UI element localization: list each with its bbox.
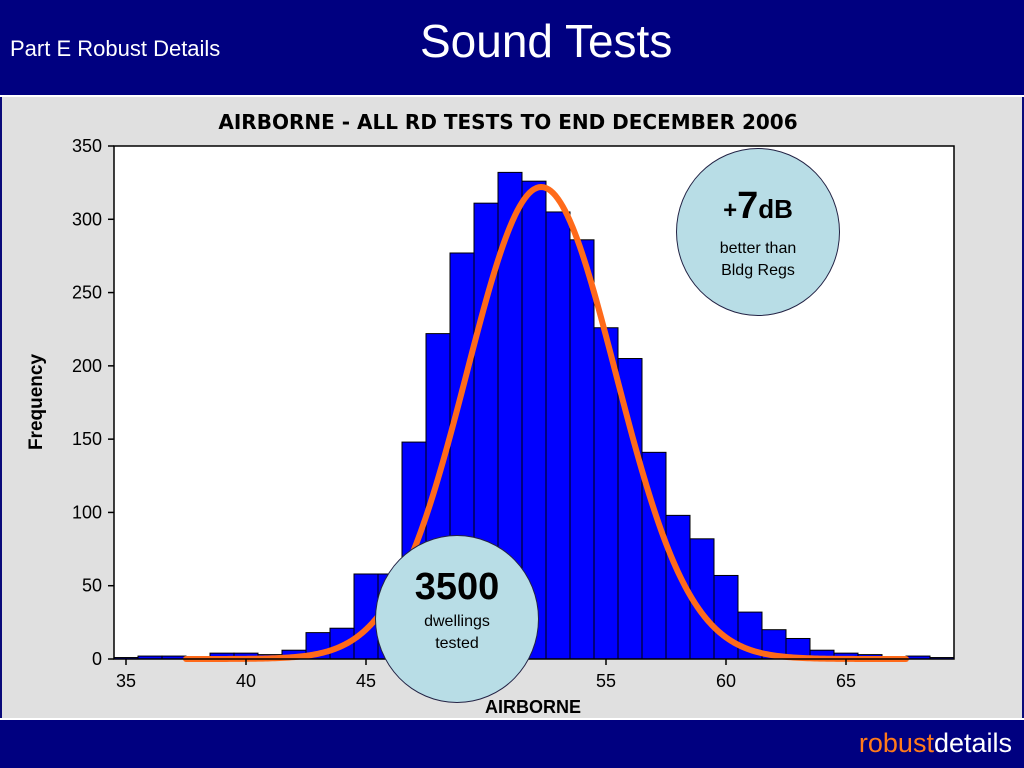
plus-sign: + (723, 197, 738, 224)
section-subtitle: Part E Robust Details (10, 36, 221, 61)
y-tick-label: 100 (72, 502, 102, 522)
y-tick-label: 350 (72, 136, 102, 156)
y-tick-label: 200 (72, 356, 102, 376)
y-tick-label: 0 (92, 649, 102, 669)
dwellings-caption-line1: dwellings (424, 613, 490, 630)
improvement-number: 7 (737, 185, 759, 227)
x-tick-label: 65 (836, 671, 856, 691)
dwellings-callout: 3500 dwellings tested (375, 535, 539, 703)
improvement-callout: +7dB better than Bldg Regs (676, 148, 840, 316)
fit-curve-group (183, 184, 909, 662)
y-axis: 0 50 100 150 200 250 300 350 (72, 136, 114, 669)
normal-fit-curve (183, 184, 909, 662)
improvement-caption-line1: better than (719, 240, 797, 257)
x-tick-label: 60 (716, 671, 736, 691)
histogram-bar (545, 211, 571, 660)
histogram-bar (641, 451, 667, 660)
x-tick-label: 40 (236, 671, 256, 691)
histogram-bar (713, 574, 739, 660)
y-tick-label: 50 (82, 576, 102, 596)
dwellings-caption: dwellings tested (376, 611, 538, 655)
slide-title: Sound Tests (420, 15, 673, 67)
improvement-value: +7dB (677, 185, 839, 228)
brand-part-details: details (933, 728, 1012, 758)
x-tick-label: 45 (356, 671, 376, 691)
y-tick-label: 300 (72, 209, 102, 229)
dwellings-caption-line2: tested (435, 635, 479, 652)
improvement-caption-line2: Bldg Regs (721, 262, 795, 279)
footer-bar: robustdetails (0, 718, 1024, 768)
x-axis-label: AIRBORNE (485, 697, 581, 717)
improvement-unit: dB (758, 194, 793, 224)
y-axis-label: Frequency (26, 354, 47, 451)
brand-logo: robustdetails (859, 728, 1012, 759)
dwellings-count: 3500 (414, 566, 500, 608)
x-tick-label: 55 (596, 671, 616, 691)
plot-frame (113, 145, 955, 660)
histogram-bar (569, 239, 595, 660)
improvement-caption: better than Bldg Regs (677, 238, 839, 282)
header-divider (0, 95, 1024, 97)
chart-title: AIRBORNE - ALL RD TESTS TO END DECEMBER … (218, 110, 797, 134)
brand-part-robust: robust (858, 728, 934, 758)
y-tick-label: 150 (72, 429, 102, 449)
header-bar: Part E Robust Details Sound Tests (0, 0, 1024, 95)
y-tick-label: 250 (72, 283, 102, 303)
x-tick-label: 35 (116, 671, 136, 691)
